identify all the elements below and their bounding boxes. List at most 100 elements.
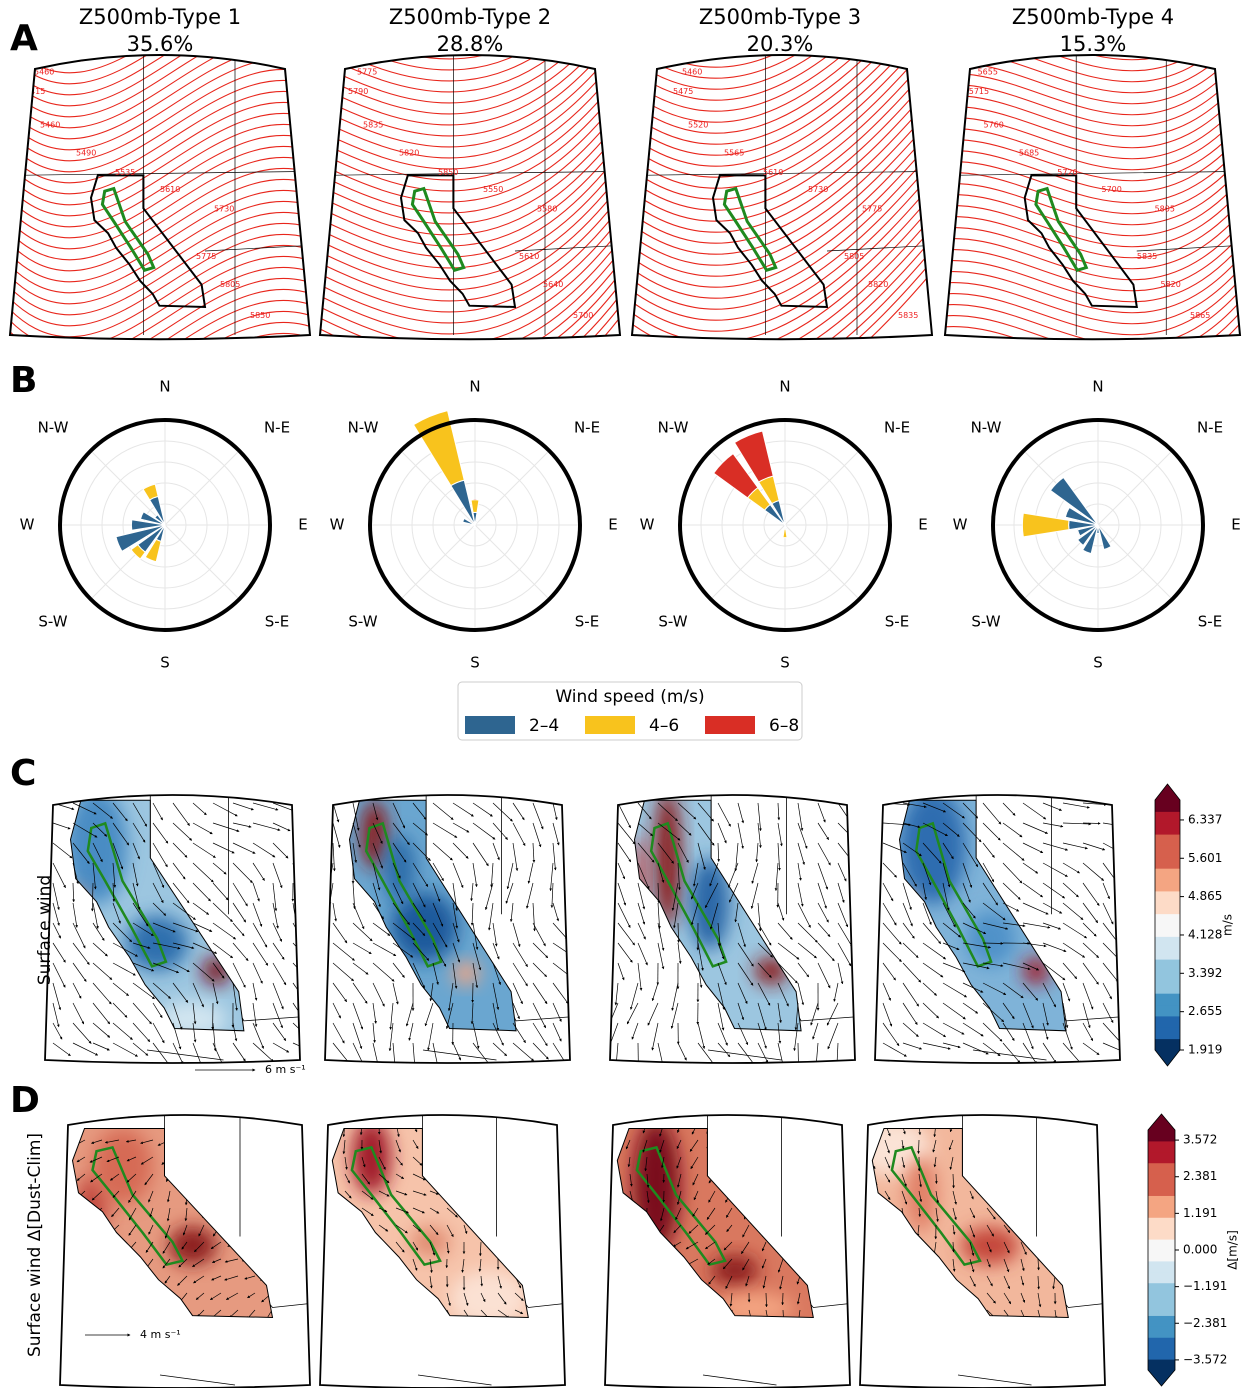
wind-vector bbox=[526, 882, 534, 909]
contour-line bbox=[945, 55, 1240, 72]
row-label: Surface wind Δ[Dust-Clim] bbox=[25, 1133, 45, 1357]
wind-vector bbox=[432, 882, 441, 902]
wind-vector bbox=[452, 882, 458, 912]
contour-line bbox=[945, 67, 1240, 149]
contour-label: 5760 bbox=[984, 121, 1004, 130]
wind-vector bbox=[1022, 902, 1049, 915]
wind-vector bbox=[882, 862, 897, 878]
wind-vector bbox=[797, 902, 811, 928]
wind-vector bbox=[962, 802, 979, 819]
colorbar-step bbox=[1155, 902, 1180, 915]
colorbar-step bbox=[1155, 856, 1180, 869]
wind-vector bbox=[1003, 1258, 1010, 1273]
compass-label: N-E bbox=[574, 419, 600, 437]
wind-vector bbox=[872, 1156, 876, 1170]
wind-vector bbox=[344, 1173, 350, 1184]
contour-label: 5865 bbox=[1190, 311, 1210, 320]
compass-label: N-W bbox=[348, 419, 379, 437]
wind-vector bbox=[717, 842, 721, 862]
wind-vector bbox=[57, 1140, 68, 1149]
wind-vector bbox=[452, 902, 459, 929]
wind-vector bbox=[1037, 1258, 1040, 1271]
wind-vector bbox=[512, 1022, 526, 1044]
wind-vector bbox=[727, 862, 739, 888]
wind-vector bbox=[675, 1207, 682, 1221]
contour-label: 5535 bbox=[115, 168, 135, 177]
contour-label: 5835 bbox=[363, 121, 383, 130]
wind-vector bbox=[737, 982, 748, 1004]
contour-line bbox=[945, 331, 1240, 340]
contour-label: 5460 bbox=[682, 67, 702, 76]
wind-vector bbox=[697, 802, 714, 822]
contour-line bbox=[320, 179, 620, 313]
wind-vector bbox=[52, 922, 61, 939]
contour-line bbox=[10, 288, 310, 340]
wind-vector bbox=[1022, 822, 1049, 834]
wind-vector bbox=[1037, 1292, 1042, 1308]
map-title: Z500mb-Type 1 bbox=[79, 5, 241, 29]
contour-label: 5580 bbox=[537, 205, 557, 214]
wind-vector bbox=[837, 902, 849, 928]
california bbox=[1023, 174, 1138, 309]
wind-vector bbox=[642, 1128, 648, 1134]
wind-vector bbox=[717, 1022, 728, 1046]
wind-vector bbox=[332, 842, 336, 872]
central-valley bbox=[100, 186, 156, 272]
wind-vector bbox=[292, 1042, 300, 1055]
colorbar-tick-label: 2.655 bbox=[1188, 1004, 1222, 1018]
wind-vector bbox=[472, 822, 496, 840]
contour-label: 5655 bbox=[978, 67, 998, 76]
wind-vector bbox=[492, 922, 498, 947]
contour-line bbox=[320, 234, 620, 340]
legend-label: 2–4 bbox=[529, 716, 559, 736]
row-label: Surface wind bbox=[35, 875, 55, 985]
wind-vector bbox=[1003, 1241, 1010, 1254]
wind-vector bbox=[463, 1309, 471, 1318]
wind-vector bbox=[969, 1190, 974, 1200]
contour-line bbox=[632, 55, 932, 211]
colorbar-step bbox=[1148, 1228, 1175, 1240]
wind-vector bbox=[372, 1042, 380, 1063]
wind-vector bbox=[210, 1241, 222, 1249]
wind-vector bbox=[1020, 1309, 1027, 1318]
wind-vector bbox=[922, 1022, 947, 1038]
wind-vector bbox=[922, 802, 947, 813]
wind-vector bbox=[692, 862, 699, 887]
wind-vector bbox=[777, 1002, 782, 1024]
wind-vector bbox=[630, 982, 639, 1010]
wind-vector bbox=[172, 842, 188, 858]
wind-vector bbox=[717, 802, 731, 827]
wind-vector bbox=[224, 1258, 239, 1263]
wind-vector bbox=[392, 902, 410, 925]
wind-vector bbox=[982, 1042, 1001, 1057]
central-valley bbox=[350, 1145, 442, 1267]
colorbar-step bbox=[1155, 868, 1180, 881]
wind-vector bbox=[140, 1139, 154, 1145]
wind-vector bbox=[446, 1292, 451, 1307]
wind-vector bbox=[969, 1241, 975, 1256]
contour-line bbox=[320, 245, 620, 340]
contour-line bbox=[945, 210, 1240, 292]
wind-vector bbox=[962, 922, 987, 935]
wind-vector bbox=[372, 882, 381, 908]
contour-line bbox=[632, 225, 932, 340]
legend-swatch bbox=[705, 716, 755, 734]
wind-vector bbox=[172, 862, 186, 880]
wind-vector bbox=[512, 1042, 535, 1062]
wind-vector bbox=[902, 802, 927, 809]
contour-label: 5460 bbox=[34, 67, 54, 76]
wind-vector bbox=[1102, 1042, 1120, 1055]
wind-vector bbox=[172, 962, 190, 973]
wind-vector bbox=[532, 842, 536, 863]
wind-vector bbox=[817, 862, 829, 890]
wind-vector bbox=[392, 882, 404, 905]
wind-vector bbox=[272, 962, 287, 986]
wind-vector bbox=[132, 962, 155, 972]
wind-vector bbox=[412, 862, 429, 887]
panel-label: A bbox=[10, 18, 38, 59]
wind-vector bbox=[232, 822, 252, 828]
wind-vector bbox=[627, 1156, 631, 1168]
map-body: 5775 5790 5835 5820 5850 5550 5580 5610 5640 5700 bbox=[320, 55, 620, 340]
colorbar-step bbox=[1148, 1239, 1175, 1251]
wind-vector bbox=[1002, 842, 1025, 861]
